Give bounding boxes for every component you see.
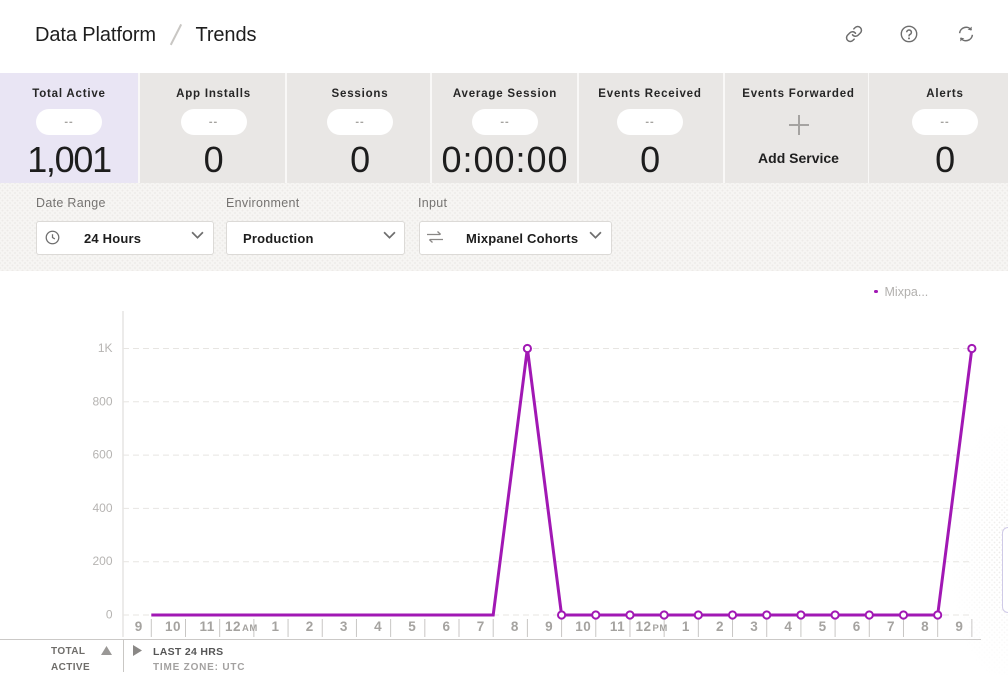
svg-text:7: 7 — [887, 619, 895, 634]
svg-text:10: 10 — [165, 619, 181, 634]
svg-text:9: 9 — [545, 619, 553, 634]
svg-text:9: 9 — [135, 619, 143, 634]
svg-text:6: 6 — [443, 619, 451, 634]
svg-text:600: 600 — [92, 448, 112, 462]
svg-text:400: 400 — [92, 501, 112, 515]
svg-text:0: 0 — [106, 608, 113, 622]
svg-text:1: 1 — [272, 619, 280, 634]
svg-text:1K: 1K — [98, 341, 113, 355]
svg-text:5: 5 — [819, 619, 827, 634]
svg-text:12PM: 12PM — [636, 619, 668, 634]
svg-text:6: 6 — [853, 619, 861, 634]
svg-text:12AM: 12AM — [225, 619, 258, 634]
svg-text:11: 11 — [200, 619, 215, 634]
svg-text:2: 2 — [716, 619, 724, 634]
svg-text:800: 800 — [92, 394, 112, 408]
svg-text:7: 7 — [477, 619, 485, 634]
svg-text:2: 2 — [306, 619, 314, 634]
svg-text:8: 8 — [511, 619, 519, 634]
svg-text:8: 8 — [921, 619, 929, 634]
svg-text:200: 200 — [92, 554, 112, 568]
svg-text:3: 3 — [750, 619, 758, 634]
svg-text:1: 1 — [682, 619, 690, 634]
svg-text:11: 11 — [610, 619, 625, 634]
svg-text:10: 10 — [575, 619, 591, 634]
svg-text:4: 4 — [374, 619, 382, 634]
svg-text:3: 3 — [340, 619, 348, 634]
svg-text:5: 5 — [408, 619, 416, 634]
svg-text:4: 4 — [784, 619, 792, 634]
